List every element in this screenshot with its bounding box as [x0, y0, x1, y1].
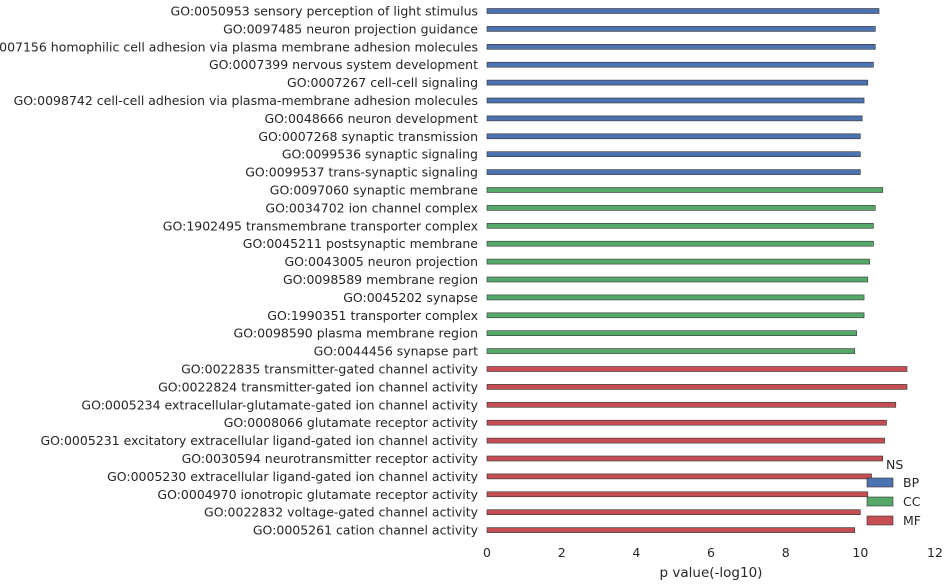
category-label: GO:0022835 transmitter-gated channel act…: [181, 362, 478, 377]
category-label: GO:0007156 homophilic cell adhesion via …: [0, 39, 478, 54]
category-label: GO:0005231 excitatory extracellular liga…: [40, 433, 478, 448]
bar-mf: [486, 366, 908, 372]
bar-bp: [486, 43, 876, 50]
bar-cc: [486, 258, 870, 265]
bar-cc: [486, 348, 856, 354]
bar-mf: [486, 509, 861, 516]
category-label: GO:0099536 synaptic signaling: [282, 147, 478, 162]
category-label: GO:0045202 synapse: [343, 290, 478, 305]
bar-mf: [486, 527, 856, 533]
category-label: GO:0098742 cell-cell adhesion via plasma…: [14, 93, 478, 108]
bar-mf: [486, 419, 887, 426]
bar-cc: [486, 312, 865, 319]
category-label: GO:0048666 neuron development: [264, 111, 478, 126]
category-labels: GO:0050953 sensory perception of light s…: [0, 4, 479, 538]
bar-cc: [486, 223, 874, 229]
x-tick-label: 2: [558, 545, 566, 560]
bar-bp: [486, 26, 876, 32]
category-label: GO:0099537 trans-synaptic signaling: [245, 165, 478, 180]
legend-swatch-bp: [866, 477, 894, 488]
bar-mf: [486, 437, 885, 444]
bar-bp: [486, 61, 874, 68]
category-label: GO:0007268 synaptic transmission: [258, 129, 478, 144]
x-tick-label: 6: [707, 545, 715, 560]
legend-label-mf: MF: [903, 513, 921, 528]
x-axis-title: p value(-log10): [660, 565, 763, 581]
bars: [486, 8, 908, 533]
category-label: GO:0098590 plasma membrane region: [234, 326, 478, 341]
bar-mf: [486, 455, 884, 462]
category-label: GO:0034702 ion channel complex: [265, 200, 478, 215]
category-label: GO:0022824 transmitter-gated ion channel…: [158, 379, 479, 394]
category-label: GO:0030594 neurotransmitter receptor act…: [182, 451, 479, 466]
category-label: GO:0008066 glutamate receptor activity: [224, 415, 479, 430]
bar-bp: [486, 169, 861, 175]
category-label: GO:0043005 neuron projection: [284, 254, 478, 269]
category-label: GO:0098589 membrane region: [283, 272, 478, 287]
category-label: GO:0097060 synaptic membrane: [270, 183, 479, 198]
bar-mf: [486, 384, 908, 390]
legend-label-bp: BP: [903, 475, 920, 490]
bar-bp: [486, 151, 861, 157]
category-label: GO:1990351 transporter complex: [267, 308, 478, 323]
category-label: GO:0045211 postsynaptic membrane: [243, 236, 479, 251]
legend-swatch-cc: [866, 496, 894, 507]
category-label: GO:0050953 sensory perception of light s…: [171, 4, 478, 19]
bar-cc: [486, 240, 874, 247]
bar-mf: [486, 401, 897, 408]
bar-bp: [486, 115, 863, 122]
category-label: GO:0004970 ionotropic glutamate receptor…: [157, 487, 478, 502]
bar-cc: [486, 187, 884, 193]
x-tick-label: 4: [632, 545, 640, 560]
bar-bp: [486, 97, 865, 104]
bar-cc: [486, 330, 857, 337]
category-label: GO:0044456 synapse part: [314, 344, 478, 359]
category-label: GO:0005230 extracellular ligand-gated io…: [107, 469, 479, 484]
legend-title: NS: [886, 457, 903, 472]
bar-mf: [486, 491, 869, 498]
bar-bp: [486, 8, 880, 14]
bar-cc: [486, 276, 869, 283]
category-label: GO:0022832 voltage-gated channel activit…: [204, 505, 479, 520]
bar-cc: [486, 294, 865, 301]
x-tick-label: 0: [483, 545, 491, 560]
bar-cc: [486, 205, 876, 211]
category-label: GO:1902495 transmembrane transporter com…: [163, 218, 478, 233]
legend: NS BP CC MF: [866, 457, 921, 528]
category-label: GO:0007399 nervous system development: [209, 57, 478, 72]
category-label: GO:0007267 cell-cell signaling: [287, 75, 478, 90]
legend-swatch-mf: [866, 515, 894, 526]
x-tick-label: 8: [782, 545, 790, 560]
x-tick-labels: 0 2 4 6 8 10 12: [483, 545, 943, 560]
category-label: GO:0005234 extracellular-glutamate-gated…: [81, 397, 478, 412]
bar-mf: [486, 473, 872, 480]
x-tick-label: 10: [852, 545, 868, 560]
bar-bp: [486, 79, 869, 86]
bar-bp: [486, 133, 861, 140]
x-tick-label: 12: [927, 545, 943, 560]
category-label: GO:0097485 neuron projection guidance: [223, 21, 478, 36]
legend-label-cc: CC: [903, 494, 921, 509]
category-label: GO:0005261 cation channel activity: [253, 523, 479, 538]
